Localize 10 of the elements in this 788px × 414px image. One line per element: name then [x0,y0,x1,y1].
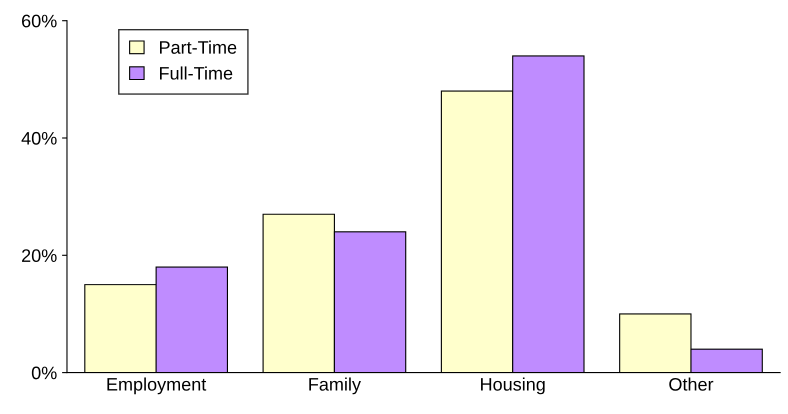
x-tick-label: Family [309,377,361,394]
y-tick-label: 0% [32,366,57,380]
y-tick-label: 40% [22,132,57,145]
legend-label: Full-Time [160,66,232,80]
x-tick-label: Other [669,377,714,391]
x-tick-label: Employment [107,377,206,394]
y-tick-label: 60% [22,14,57,28]
y-tick-label: 20% [22,249,57,262]
x-tick-label: Housing [481,377,545,394]
legend-label: Part-Time [160,40,236,54]
